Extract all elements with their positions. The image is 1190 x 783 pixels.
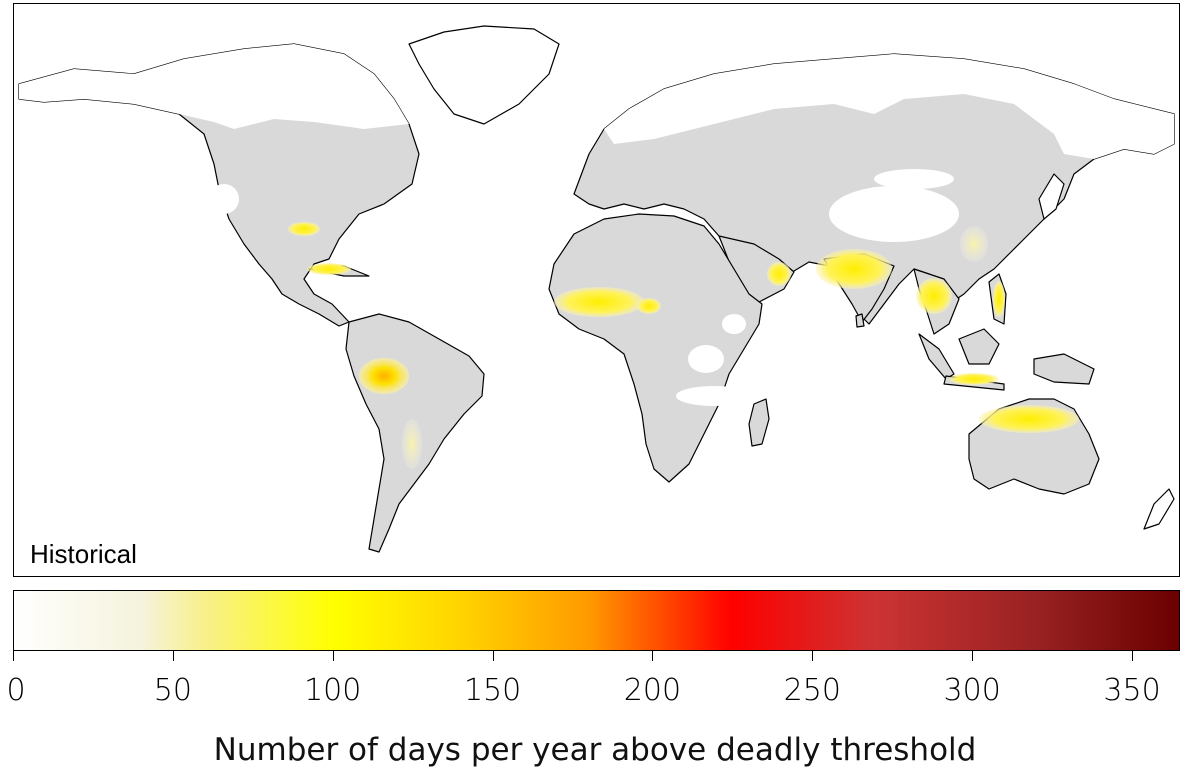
japan [1038, 173, 1065, 220]
colorbar-tick-mark [1132, 651, 1134, 661]
colorbar-tick-label: 300 [943, 673, 1001, 708]
colorbar-tick-mark [652, 651, 654, 661]
region-china-coast [960, 226, 988, 262]
colorbar-tick-label: 350 [1103, 673, 1161, 708]
colorbar-tick-label: 0 [6, 673, 26, 708]
region-arabia [767, 262, 791, 286]
colorbar-tick-mark [812, 651, 814, 661]
africa [548, 213, 763, 483]
colorbar-tick-mark [972, 651, 974, 661]
region-amazon [359, 358, 409, 394]
region-indonesia [949, 373, 999, 385]
colorbar-tick-label: 100 [304, 673, 362, 708]
sumatra [918, 333, 955, 380]
no-data-regions [19, 44, 1174, 406]
new-zealand [1143, 488, 1175, 530]
borneo [958, 328, 1000, 365]
region-gulf-coast [288, 222, 320, 236]
region-chaco [402, 419, 422, 469]
colorbar-tick-mark [172, 651, 174, 661]
colorbar-tick-mark [332, 651, 334, 661]
colorbar-title: Number of days per year above deadly thr… [213, 732, 977, 768]
region-southeast-asia [916, 278, 952, 314]
colorbar-tick-mark [13, 651, 14, 661]
region-north-australia [979, 405, 1079, 433]
new-guinea [1033, 353, 1095, 385]
sri-lanka [855, 313, 865, 328]
panel-label: Historical [30, 539, 137, 569]
region-sahel-east [637, 298, 661, 314]
colorbar [13, 590, 1180, 651]
heat-regions [288, 222, 1079, 469]
world-map: Historical [13, 3, 1180, 577]
colorbar-tick-label: 200 [623, 673, 682, 708]
region-sahel [554, 287, 644, 317]
colorbar-tick-label: 50 [153, 673, 192, 708]
greenland [408, 25, 560, 125]
map-canvas [18, 25, 1175, 553]
colorbar-tick-label: 250 [783, 673, 841, 708]
region-indus-ganges [816, 249, 892, 289]
colorbar-tick-label: 150 [463, 673, 522, 708]
colorbar-tick-mark [492, 651, 494, 661]
region-caribbean [307, 263, 351, 275]
region-philippines [993, 281, 1005, 317]
madagascar [748, 398, 770, 447]
